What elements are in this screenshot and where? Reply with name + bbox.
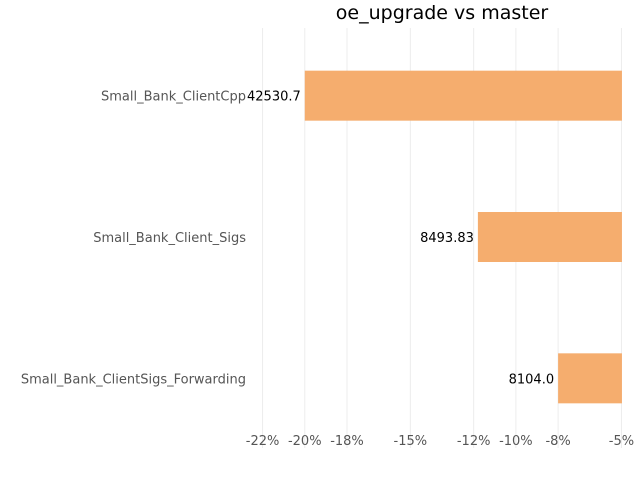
x-tick-label: -8%	[545, 434, 570, 449]
x-tick-label: -10%	[499, 434, 533, 449]
bar-data-label: 8104.0	[509, 372, 555, 387]
data-labels: 42530.7 8493.83 8104.0	[247, 90, 554, 388]
category-label: Small_Bank_Client_Sigs	[93, 231, 246, 246]
x-tick-label: -20%	[288, 434, 322, 449]
bar	[477, 212, 622, 262]
bar	[304, 70, 622, 121]
x-tick-label: -12%	[457, 434, 491, 449]
x-tick-label: -22%	[246, 434, 280, 449]
x-tick-label: -15%	[394, 434, 428, 449]
x-tick-labels: -22% -20% -18% -15% -12% -10% -8% -5%	[246, 434, 634, 449]
category-label: Small_Bank_ClientCpp	[101, 90, 246, 105]
bar-data-label: 8493.83	[420, 231, 474, 246]
x-tick-label: -18%	[330, 434, 364, 449]
category-labels: Small_Bank_ClientCpp Small_Bank_Client_Si…	[21, 90, 246, 388]
x-tick-label: -5%	[609, 434, 634, 449]
bars	[304, 70, 622, 404]
category-label: Small_Bank_ClientSigs_Forwarding	[21, 372, 246, 387]
bar	[558, 353, 622, 404]
bar-data-label: 42530.7	[247, 90, 301, 105]
chart-title: oe_upgrade vs master	[336, 2, 549, 24]
